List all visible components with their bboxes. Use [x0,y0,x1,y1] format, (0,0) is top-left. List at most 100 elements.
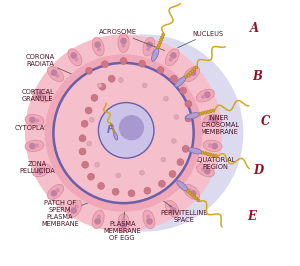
Circle shape [171,139,176,143]
Circle shape [212,143,217,149]
Circle shape [102,61,109,68]
Text: NUCLEUS: NUCLEUS [178,31,224,48]
Circle shape [147,219,152,224]
Ellipse shape [111,126,113,128]
Text: F: F [107,125,114,135]
Circle shape [98,103,154,158]
Circle shape [98,182,104,189]
Ellipse shape [201,151,204,155]
Circle shape [174,115,179,119]
Ellipse shape [196,164,214,177]
Circle shape [202,168,204,171]
Ellipse shape [188,148,202,154]
Ellipse shape [92,210,104,228]
Circle shape [108,75,115,82]
Circle shape [147,215,149,218]
Ellipse shape [111,125,113,126]
Ellipse shape [165,200,179,217]
Ellipse shape [187,190,190,193]
Ellipse shape [184,184,200,200]
Circle shape [56,189,59,192]
Text: PATCH OF
SPERM
PLASMA
MEMBRANE: PATCH OF SPERM PLASMA MEMBRANE [41,198,100,227]
Text: CORTICAL
GRANULE: CORTICAL GRANULE [21,89,80,102]
Circle shape [71,208,76,213]
Circle shape [188,74,191,77]
Ellipse shape [118,213,129,232]
Text: A: A [250,22,259,35]
Text: INNER
ACROSOMAL
MEMBRANE: INNER ACROSOMAL MEMBRANE [183,115,240,135]
Circle shape [120,116,143,140]
Ellipse shape [215,154,217,158]
Ellipse shape [199,112,201,116]
Circle shape [89,117,94,122]
Circle shape [164,96,168,101]
Circle shape [97,83,102,88]
Ellipse shape [158,44,161,46]
Circle shape [95,42,100,47]
Circle shape [128,190,135,197]
Circle shape [46,55,202,211]
Circle shape [36,119,38,122]
Ellipse shape [212,154,215,157]
Ellipse shape [112,128,114,129]
Ellipse shape [212,109,215,112]
Ellipse shape [113,132,118,140]
Ellipse shape [209,153,212,156]
Ellipse shape [203,140,222,151]
Circle shape [88,173,94,180]
Ellipse shape [204,152,207,155]
Ellipse shape [184,75,188,78]
Ellipse shape [68,200,82,217]
Circle shape [87,141,92,146]
Circle shape [95,162,100,167]
Ellipse shape [92,38,104,56]
Circle shape [43,168,45,171]
Ellipse shape [204,111,207,114]
Ellipse shape [162,34,165,36]
Ellipse shape [189,72,192,74]
Circle shape [26,35,221,231]
Circle shape [82,161,88,168]
Text: ZONA
PELLUCIDA: ZONA PELLUCIDA [20,161,69,174]
Circle shape [98,215,100,218]
Circle shape [37,169,42,174]
Circle shape [118,78,123,82]
Circle shape [171,208,176,213]
Circle shape [171,53,176,58]
Circle shape [177,159,184,165]
Circle shape [147,42,152,47]
Circle shape [170,75,177,82]
Ellipse shape [186,113,200,119]
Circle shape [157,66,164,73]
Circle shape [185,115,192,122]
Circle shape [91,94,98,101]
Text: B: B [252,70,262,83]
Ellipse shape [197,199,200,202]
Ellipse shape [184,66,200,82]
Ellipse shape [118,34,129,53]
Text: D: D [254,164,264,177]
Circle shape [205,92,210,97]
Ellipse shape [47,184,64,200]
Circle shape [139,60,145,67]
Ellipse shape [68,49,82,66]
Circle shape [53,63,194,203]
Ellipse shape [189,192,192,194]
Ellipse shape [152,48,159,61]
Circle shape [121,222,126,228]
Ellipse shape [207,110,209,114]
Circle shape [144,187,151,194]
Circle shape [121,38,126,44]
Circle shape [116,173,121,178]
Circle shape [79,135,86,142]
Ellipse shape [110,123,112,125]
Ellipse shape [143,210,155,228]
Ellipse shape [191,193,194,196]
Circle shape [51,191,57,196]
Ellipse shape [195,66,198,69]
Ellipse shape [175,77,186,87]
Circle shape [30,143,35,149]
Ellipse shape [158,41,162,44]
Circle shape [190,191,196,196]
Circle shape [79,148,86,155]
